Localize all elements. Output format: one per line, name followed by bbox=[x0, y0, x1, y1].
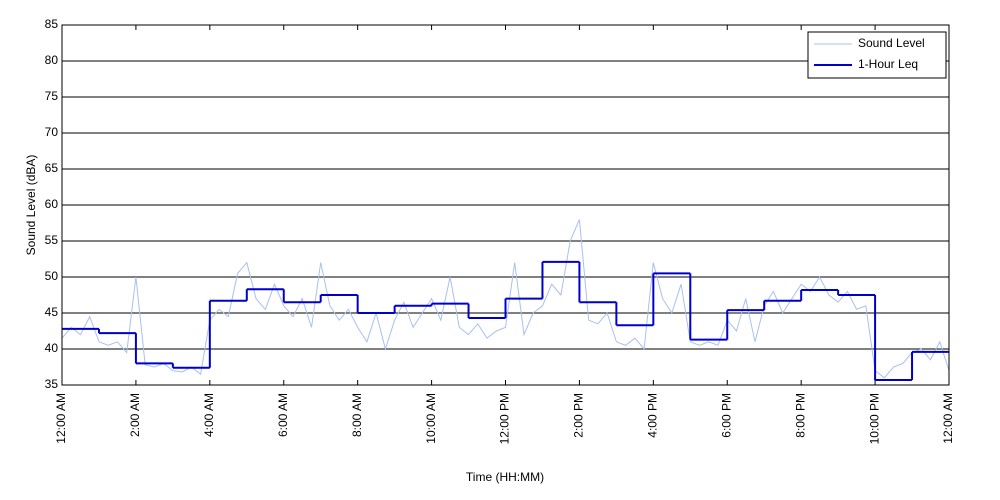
x-tick-label: 12:00 AM bbox=[54, 393, 68, 444]
y-axis-label: Sound Level (dBA) bbox=[24, 155, 38, 256]
x-tick-label: 6:00 AM bbox=[276, 393, 290, 437]
y-tick-label: 35 bbox=[45, 377, 59, 391]
x-tick-label: 4:00 AM bbox=[202, 393, 216, 437]
y-tick-label: 60 bbox=[45, 197, 59, 211]
x-tick-label: 8:00 PM bbox=[793, 393, 807, 438]
x-tick-label: 12:00 PM bbox=[498, 393, 512, 444]
x-tick-label: 10:00 AM bbox=[424, 393, 438, 444]
y-tick-label: 50 bbox=[45, 269, 59, 283]
x-tick-label: 12:00 AM bbox=[941, 393, 955, 444]
x-tick-label: 6:00 PM bbox=[719, 393, 733, 438]
y-tick-label: 40 bbox=[45, 341, 59, 355]
x-axis-label: Time (HH:MM) bbox=[466, 470, 544, 484]
y-tick-label: 75 bbox=[45, 89, 59, 103]
y-tick-label: 65 bbox=[45, 161, 59, 175]
plot-frame bbox=[61, 24, 950, 386]
y-tick-label: 85 bbox=[45, 17, 59, 31]
x-tick-label: 2:00 PM bbox=[572, 393, 586, 438]
legend-label: Sound Level bbox=[858, 36, 925, 50]
y-tick-label: 80 bbox=[45, 53, 59, 67]
x-tick-label: 4:00 PM bbox=[646, 393, 660, 438]
legend-label: 1-Hour Leq bbox=[858, 57, 918, 71]
x-tick-label: 10:00 PM bbox=[867, 393, 881, 444]
legend-box bbox=[807, 31, 947, 79]
x-tick-label: 2:00 AM bbox=[128, 393, 142, 437]
y-tick-label: 55 bbox=[45, 233, 59, 247]
y-tick-label: 70 bbox=[45, 125, 59, 139]
y-tick-label: 45 bbox=[45, 305, 59, 319]
x-tick-label: 8:00 AM bbox=[350, 393, 364, 437]
